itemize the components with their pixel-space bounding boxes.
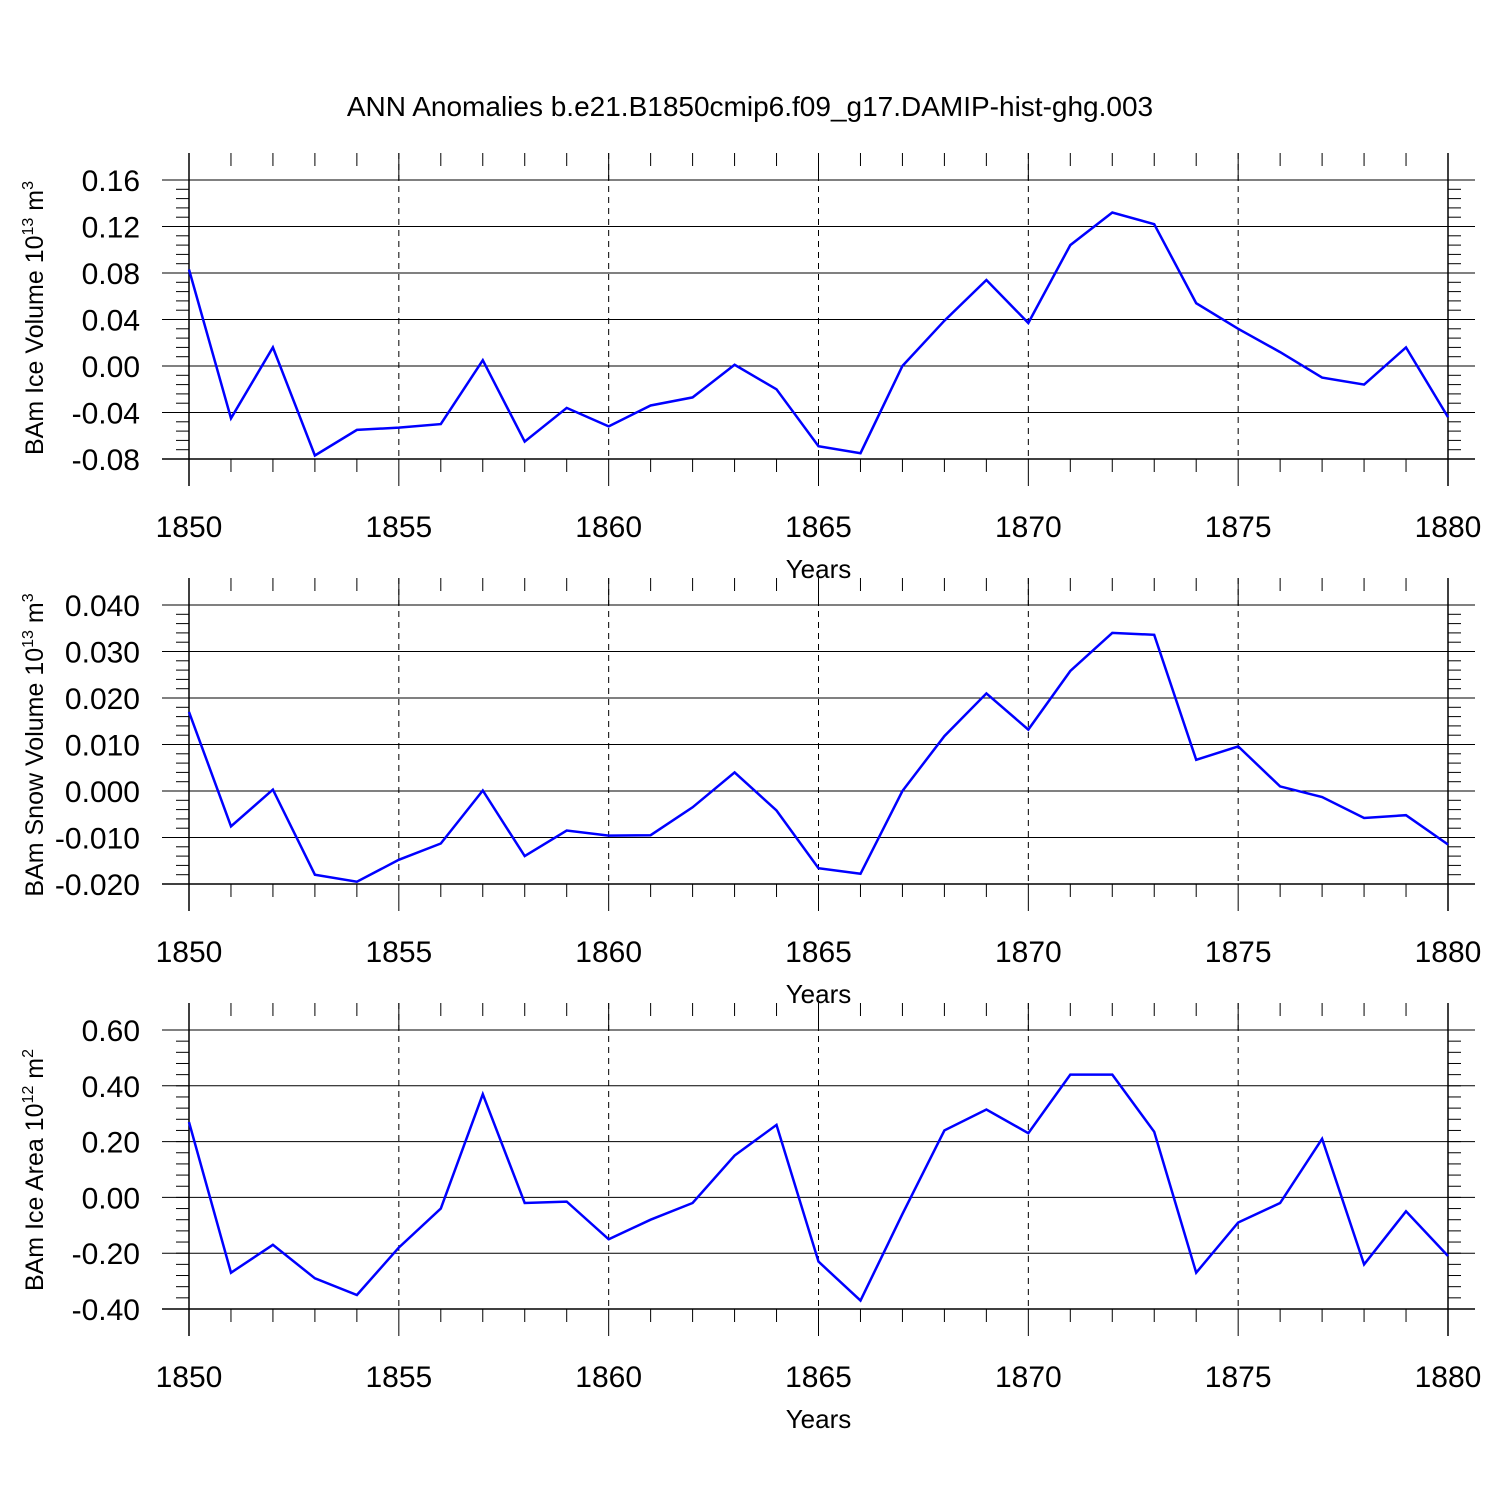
y-axis-title-text: BAm Snow Volume 10 — [21, 648, 49, 897]
y-axis-title: BAm Snow Volume 1013 m3 — [20, 593, 49, 896]
x-tick-label: 1855 — [365, 511, 432, 544]
y-tick-label: -0.04 — [72, 398, 140, 431]
x-tick-label: 1870 — [995, 511, 1062, 544]
y-axis-title-text: m — [21, 1058, 49, 1086]
y-tick-label: -0.08 — [72, 444, 140, 477]
y-tick-label: 0.020 — [65, 683, 140, 716]
y-tick-label: 0.030 — [65, 637, 140, 670]
y-axis-title-superscript: 13 — [20, 218, 37, 236]
y-tick-label: 0.04 — [82, 305, 140, 338]
x-tick-label: 1880 — [1415, 1361, 1482, 1394]
x-tick-label: 1850 — [156, 1361, 223, 1394]
y-axis-title-superscript: 2 — [20, 1049, 37, 1058]
y-tick-label: -0.020 — [55, 869, 140, 902]
y-axis-title-superscript: 13 — [20, 630, 37, 648]
x-tick-label: 1865 — [785, 511, 852, 544]
y-axis-title-text: BAm Ice Area 10 — [21, 1103, 49, 1291]
y-axis-title-superscript: 12 — [20, 1086, 37, 1104]
y-tick-label: 0.20 — [82, 1127, 140, 1160]
y-tick-label: 0.60 — [82, 1015, 140, 1048]
y-tick-label: 0.16 — [82, 165, 140, 198]
x-tick-label: 1855 — [365, 1361, 432, 1394]
data-line — [187, 211, 1450, 458]
y-tick-label: 0.000 — [65, 776, 140, 809]
chart-panel-2: -0.020 -0.010 0.000 0.010 0.020 0.030 0.040 185… — [20, 578, 1481, 1009]
y-tick-label: 0.12 — [82, 212, 140, 245]
y-axis-title-superscript: 3 — [20, 181, 37, 190]
y-axis-title-superscript: 3 — [20, 593, 37, 602]
y-tick-label: -0.40 — [72, 1294, 140, 1327]
x-tick-label: 1880 — [1415, 936, 1482, 969]
x-tick-label: 1850 — [156, 511, 223, 544]
y-axis-title: BAm Ice Volume 1013 m3 — [20, 181, 49, 455]
y-tick-label: 0.010 — [65, 730, 140, 763]
y-axis-title: BAm Ice Area 1012 m2 — [20, 1049, 49, 1291]
x-axis-title: Years — [786, 1404, 852, 1434]
x-tick-label: 1875 — [1205, 511, 1272, 544]
x-tick-label: 1870 — [995, 936, 1062, 969]
x-tick-label: 1875 — [1205, 936, 1272, 969]
y-tick-label: 0.08 — [82, 258, 140, 291]
y-tick-label: -0.20 — [72, 1238, 140, 1271]
x-tick-label: 1865 — [785, 936, 852, 969]
x-tick-label: 1865 — [785, 1361, 852, 1394]
x-tick-label: 1880 — [1415, 511, 1482, 544]
x-tick-label: 1855 — [365, 936, 432, 969]
y-tick-label: 0.40 — [82, 1071, 140, 1104]
y-tick-label: 0.00 — [82, 1182, 140, 1215]
x-tick-label: 1875 — [1205, 1361, 1272, 1394]
y-tick-label: 0.00 — [82, 351, 140, 384]
y-tick-label: 0.040 — [65, 590, 140, 623]
x-tick-label: 1860 — [575, 936, 642, 969]
x-tick-label: 1850 — [156, 936, 223, 969]
y-axis-title-text: BAm Ice Volume 10 — [21, 235, 49, 455]
x-tick-label: 1860 — [575, 511, 642, 544]
y-axis-title-text: m — [21, 602, 49, 630]
chart-panel-3: -0.40 -0.20 0.00 0.20 0.40 0.60 1850 1855 1860 18… — [20, 1003, 1481, 1434]
chart-panel-1: -0.08 -0.04 0.00 0.04 0.08 0.12 0.16 1850 1855 18… — [20, 153, 1481, 584]
chart-title: ANN Anomalies b.e21.B1850cmip6.f09_g17.D… — [347, 91, 1153, 122]
x-tick-label: 1870 — [995, 1361, 1062, 1394]
y-tick-label: -0.010 — [55, 823, 140, 856]
data-line — [187, 631, 1449, 884]
x-tick-label: 1860 — [575, 1361, 642, 1394]
y-axis-title-text: m — [21, 190, 49, 218]
data-line — [187, 1073, 1449, 1303]
